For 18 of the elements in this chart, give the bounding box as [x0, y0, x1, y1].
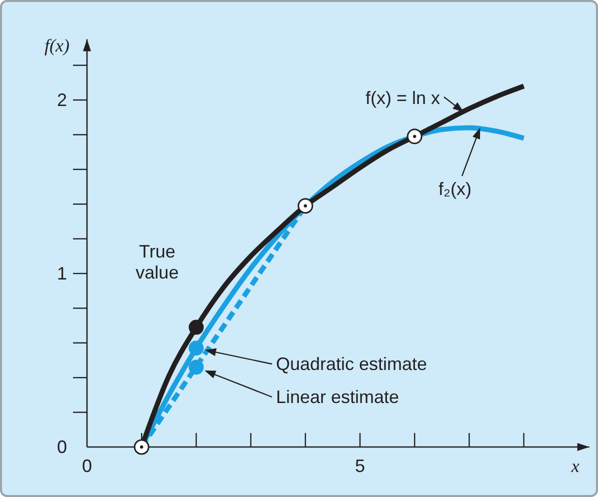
y-tick-label: 1 [56, 264, 67, 284]
annotation: f(x) = ln x [365, 88, 440, 108]
point [304, 204, 307, 208]
y-tick-label: 2 [56, 90, 67, 110]
annotation: Linear estimate [276, 387, 400, 407]
point [188, 340, 204, 356]
x-tick-label: 5 [354, 456, 366, 476]
point [188, 360, 204, 375]
y-axis-title: f(x) [44, 35, 70, 56]
annotation: True value [136, 241, 179, 282]
y-tick-label: 0 [56, 437, 67, 457]
annotation: Quadratic estimate [276, 354, 428, 374]
x-axis-title: x [570, 456, 580, 476]
point [188, 320, 204, 335]
point [134, 439, 150, 455]
point [298, 198, 314, 214]
point [406, 128, 422, 144]
annotation: f₂(x) [438, 179, 472, 199]
